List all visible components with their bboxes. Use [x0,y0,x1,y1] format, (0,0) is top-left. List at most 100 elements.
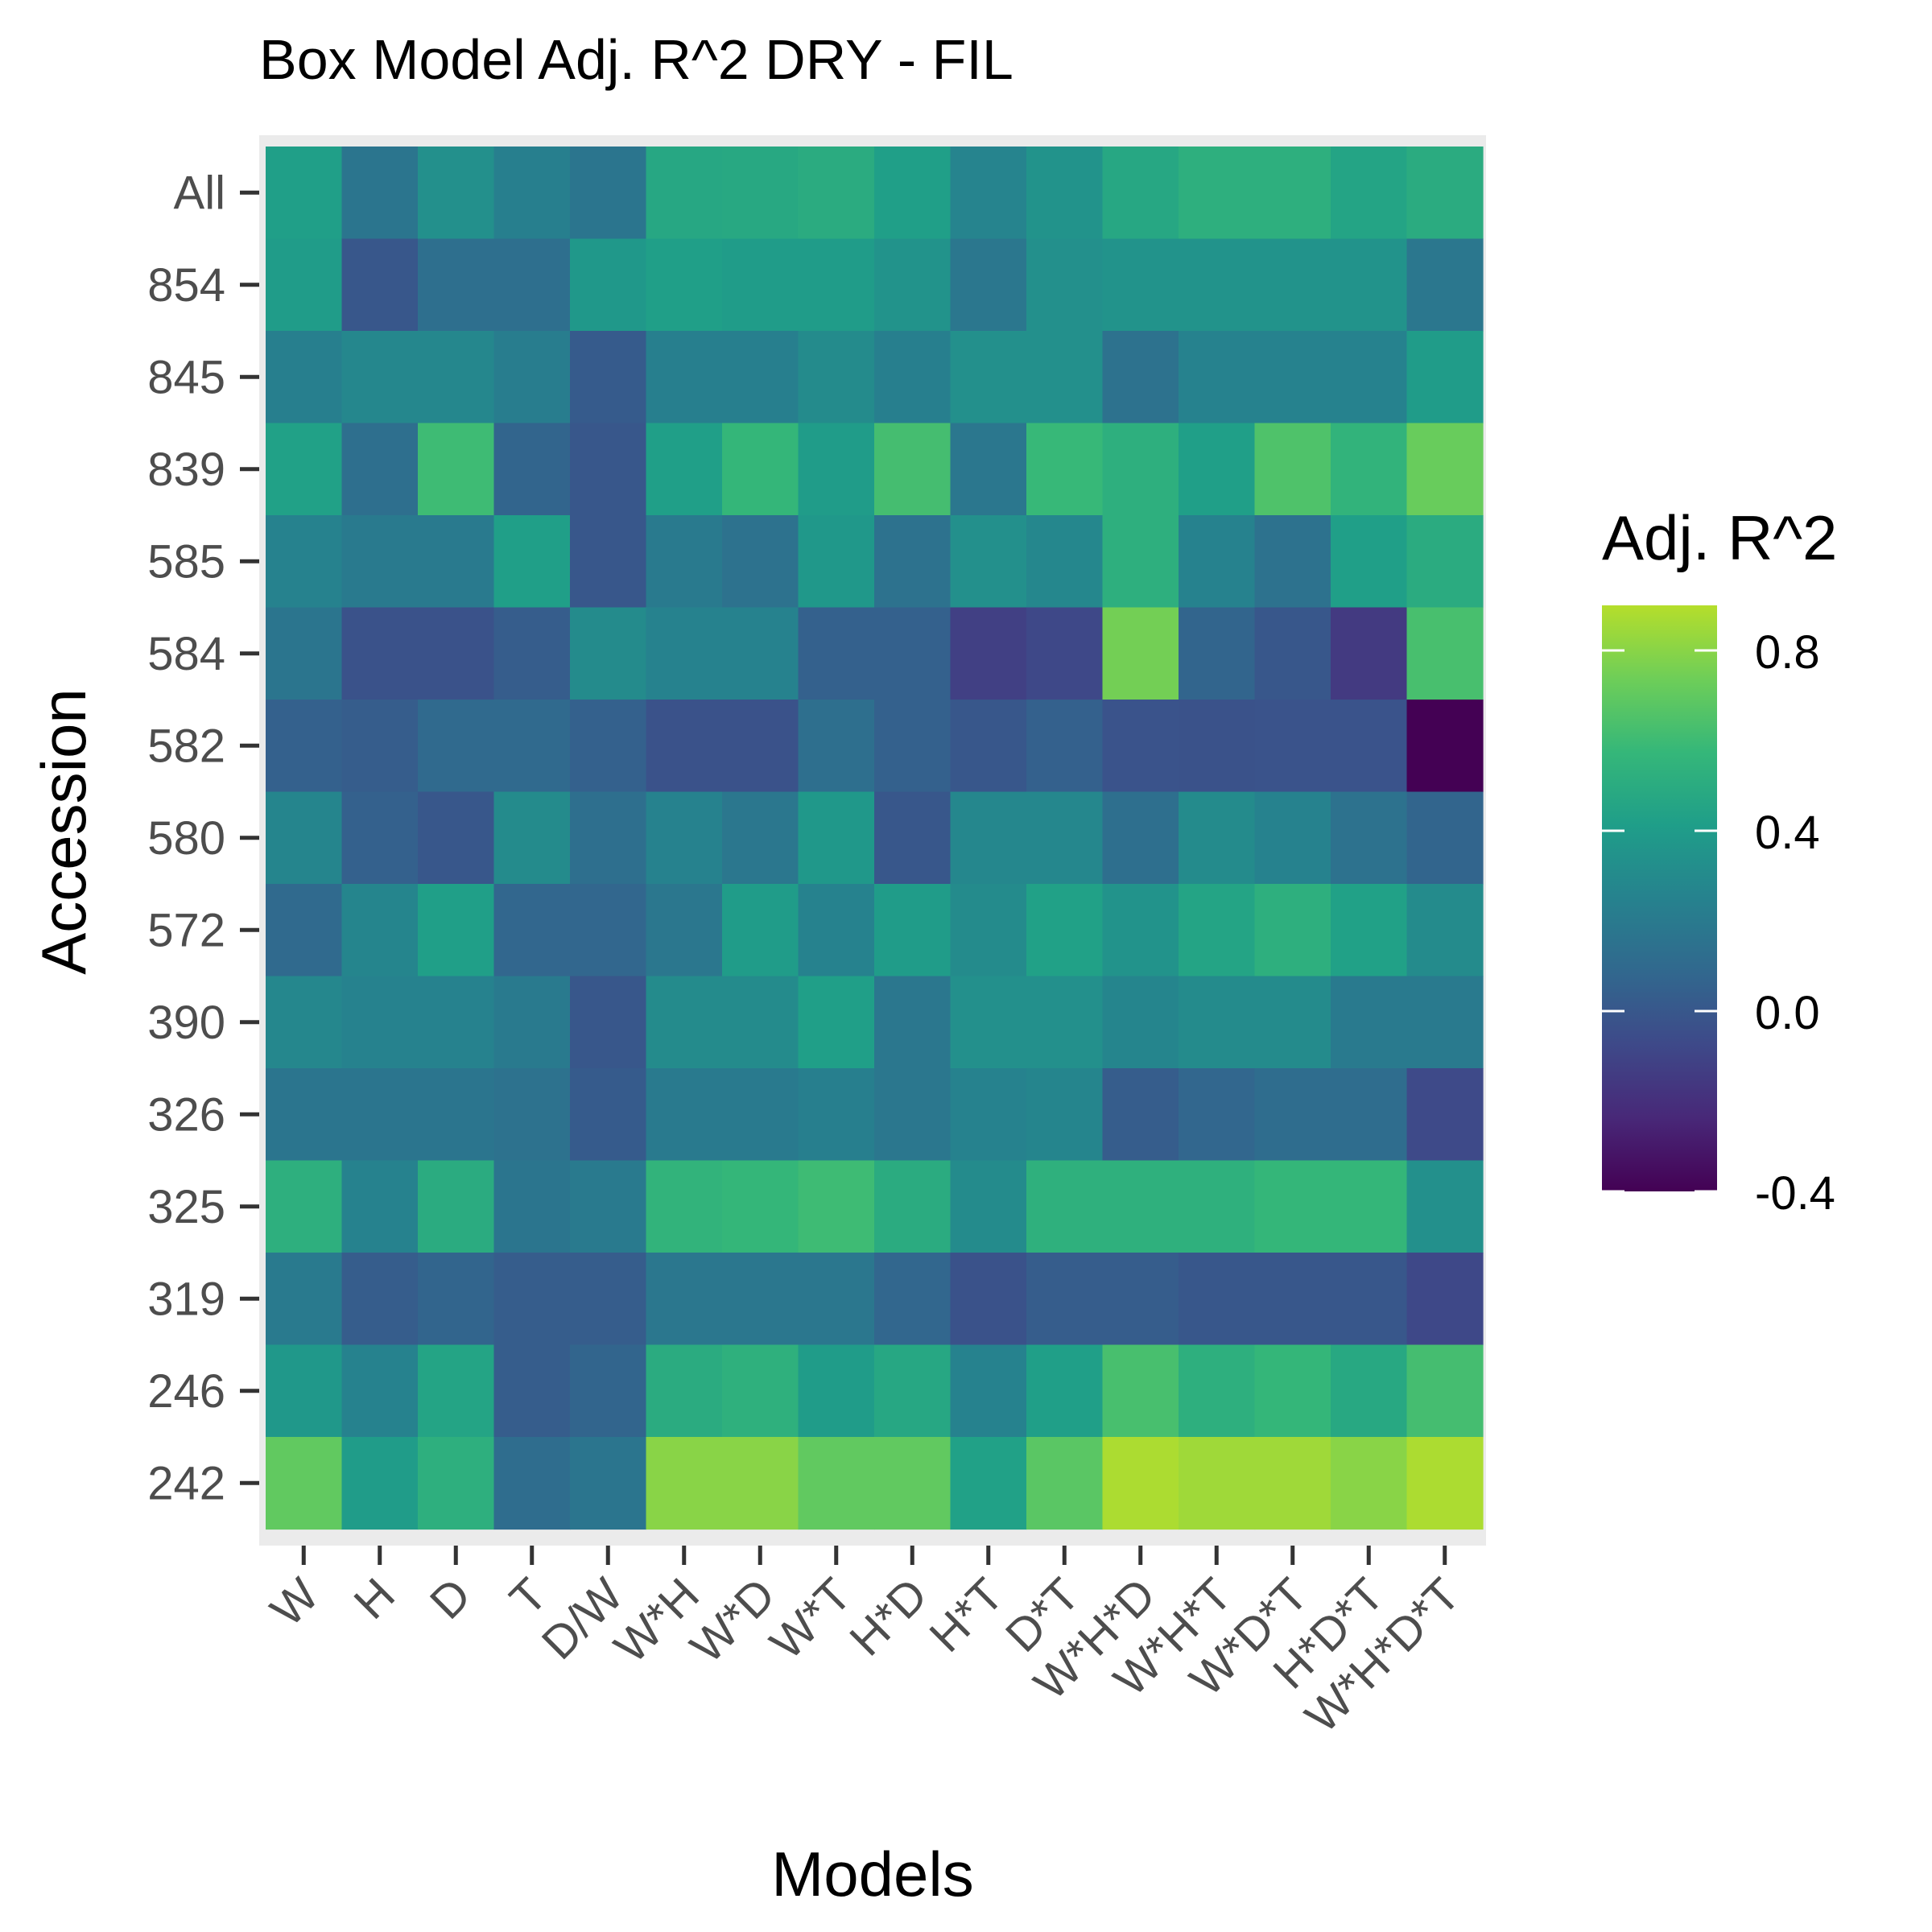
heatmap-cell [570,1160,647,1253]
y-tick-label: All [174,167,225,219]
heatmap-cell [646,976,723,1069]
heatmap-cell [1179,700,1256,793]
heatmap-cell [798,1160,875,1253]
heatmap-cell [266,607,343,700]
heatmap-cell [1102,238,1179,332]
heatmap-cell [798,1068,875,1162]
heatmap-cell [798,976,875,1069]
heatmap-cell [950,1253,1027,1346]
heatmap-cell [266,700,343,793]
heatmap-cell [1406,700,1484,793]
heatmap-cell [1331,331,1408,424]
heatmap-cell [570,1437,647,1530]
heatmap-cell [1331,515,1408,609]
heatmap-cell [950,331,1027,424]
heatmap-cell [341,147,419,240]
heatmap-cell [874,884,952,977]
y-axis: All 854 845 839 585 584 582 580 572 390 326 325 319 2… [147,167,259,1509]
heatmap-cell [1102,1160,1179,1253]
heatmap-cell [570,1253,647,1346]
heatmap-cell [722,238,799,332]
heatmap-cell [493,1068,571,1162]
heatmap-cell [418,1437,495,1530]
heatmap-cell [950,1437,1027,1530]
x-tick-label: H*D [840,1568,937,1666]
heatmap-cell [1331,1437,1408,1530]
y-tick-label: 854 [147,259,225,312]
y-tick-label: 242 [147,1457,225,1509]
heatmap-cell [722,1344,799,1438]
heatmap-cell [874,607,952,700]
heatmap-cell [1254,976,1331,1069]
heatmap-cell [418,976,495,1069]
legend-title: Adj. R^2 [1602,502,1837,573]
heatmap-cell [722,331,799,424]
y-tick-label: 246 [147,1365,225,1418]
heatmap-cell [1102,1437,1179,1530]
heatmap-cell [646,147,723,240]
x-tick-label: D/W [532,1568,634,1670]
heatmap-cell [1254,700,1331,793]
x-axis: W H D TD/WW*HW*DW*TH*DH*TD*TW*H*DW*H*TW*D*T… [261,1546,1470,1743]
heatmap-cell [1102,791,1179,885]
heatmap-cell [1179,1437,1256,1530]
heatmap-cell [950,1160,1027,1253]
heatmap-cell [1406,607,1484,700]
heatmap-cell [1254,423,1331,516]
heatmap-cell [722,1253,799,1346]
y-tick-label: 845 [147,351,225,403]
heatmap-cell [570,607,647,700]
heatmap-cell [1331,423,1408,516]
heatmap-cell [874,976,952,1069]
heatmap-cell [1254,1253,1331,1346]
heatmap-cell [341,1253,419,1346]
heatmap-cell [874,700,952,793]
heatmap-cell [1406,423,1484,516]
heatmap-cell [798,515,875,609]
heatmap-cell [266,147,343,240]
heatmap-cell [1331,884,1408,977]
heatmap-cell [266,884,343,977]
heatmap-cell [1026,976,1104,1069]
heatmap-cell [646,607,723,700]
heatmap-cell [418,791,495,885]
legend-tick-label: 0.0 [1755,987,1820,1039]
heatmap-cell [1026,423,1104,516]
heatmap-cell [722,1437,799,1530]
heatmap-cell [1406,1437,1484,1530]
y-tick-label: 319 [147,1273,225,1325]
heatmap-cell [1254,1160,1331,1253]
heatmap-cell [646,1344,723,1438]
heatmap-cell [874,423,952,516]
heatmap-cell [874,515,952,609]
heatmap-cell [646,791,723,885]
heatmap-cell [493,1253,571,1346]
heatmap-cell [266,791,343,885]
heatmap-cell [1406,147,1484,240]
heatmap-cell [1406,515,1484,609]
heatmap-cell [418,331,495,424]
heatmap-cell [1179,147,1256,240]
heatmap-cell [418,1253,495,1346]
heatmap-cell [493,976,571,1069]
heatmap-cell [570,238,647,332]
heatmap-cell [341,976,419,1069]
heatmap-cell [493,238,571,332]
heatmap-cell [570,1344,647,1438]
heatmap-cell [493,1344,571,1438]
heatmap-cell [418,423,495,516]
heatmap-cell [874,1068,952,1162]
y-tick-label: 582 [147,720,225,772]
heatmap-cell [646,1253,723,1346]
x-tick-label: W*T [760,1568,861,1670]
heatmap-cell [950,791,1027,885]
heatmap-cell [1179,976,1256,1069]
legend: Adj. R^2 0.8 0.4 0.0 -0.4 [1602,502,1837,1220]
heatmap-cell [341,700,419,793]
heatmap-cell [646,1160,723,1253]
heatmap-cell [798,423,875,516]
heatmap-cell [1254,884,1331,977]
heatmap-cell [1179,884,1256,977]
heatmap-cell [266,1344,343,1438]
